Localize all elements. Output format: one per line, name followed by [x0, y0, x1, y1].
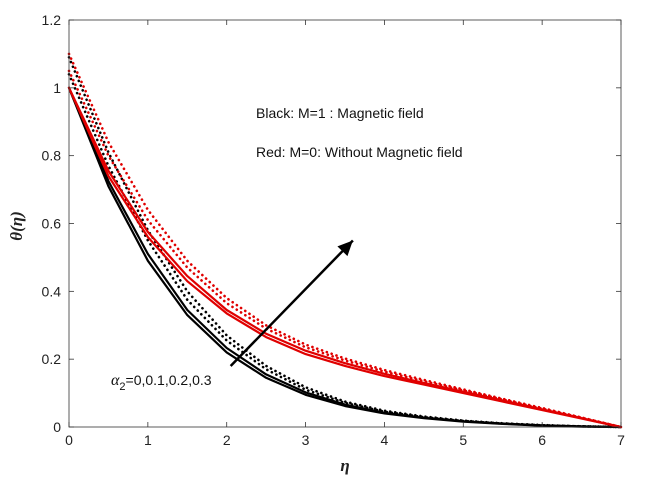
legend-red-text: Red: M=0: Without Magnetic field — [256, 144, 463, 160]
y-tick-label: 0.2 — [42, 351, 62, 367]
x-tick-label: 6 — [538, 432, 546, 448]
ticks-layer: 0 1 2 3 4 5 6 7 0 0.2 0.4 0.6 0.8 1 1.2 — [42, 12, 626, 448]
series-line-6 — [67, 86, 623, 429]
x-tick-label: 2 — [223, 432, 231, 448]
arrow-head — [337, 240, 353, 257]
legend-black-text: Black: M=1 : Magnetic field — [256, 105, 424, 121]
y-tick-label: 0.8 — [42, 148, 62, 164]
x-tick-label: 4 — [381, 432, 389, 448]
parameter-label: α2=0,0.1,0.2,0.3 — [111, 372, 212, 393]
y-tick-label: 0.4 — [42, 283, 62, 299]
x-tick-label: 5 — [459, 432, 467, 448]
parameter-values: =0,0.1,0.2,0.3 — [126, 372, 212, 388]
arrow-layer — [229, 239, 354, 367]
parameter-symbol: α — [111, 372, 120, 389]
series-line-8 — [67, 52, 623, 429]
y-axis-label: θ(η) — [7, 211, 26, 240]
arrow-shaft — [229, 239, 354, 367]
y-tick-label: 0.6 — [42, 216, 62, 232]
series-layer — [67, 52, 623, 429]
x-axis-label: η — [340, 456, 349, 475]
series-line-7 — [67, 69, 623, 429]
y-tick-label: 0 — [53, 419, 61, 435]
x-tick-label: 7 — [617, 432, 625, 448]
x-tick-label: 1 — [144, 432, 152, 448]
y-tick-label: 1.2 — [42, 12, 62, 28]
x-tick-label: 0 — [65, 432, 73, 448]
parameter-subscript: 2 — [119, 381, 125, 393]
x-tick-label: 3 — [302, 432, 310, 448]
series-line-3 — [67, 73, 623, 429]
y-tick-label: 1 — [53, 80, 61, 96]
